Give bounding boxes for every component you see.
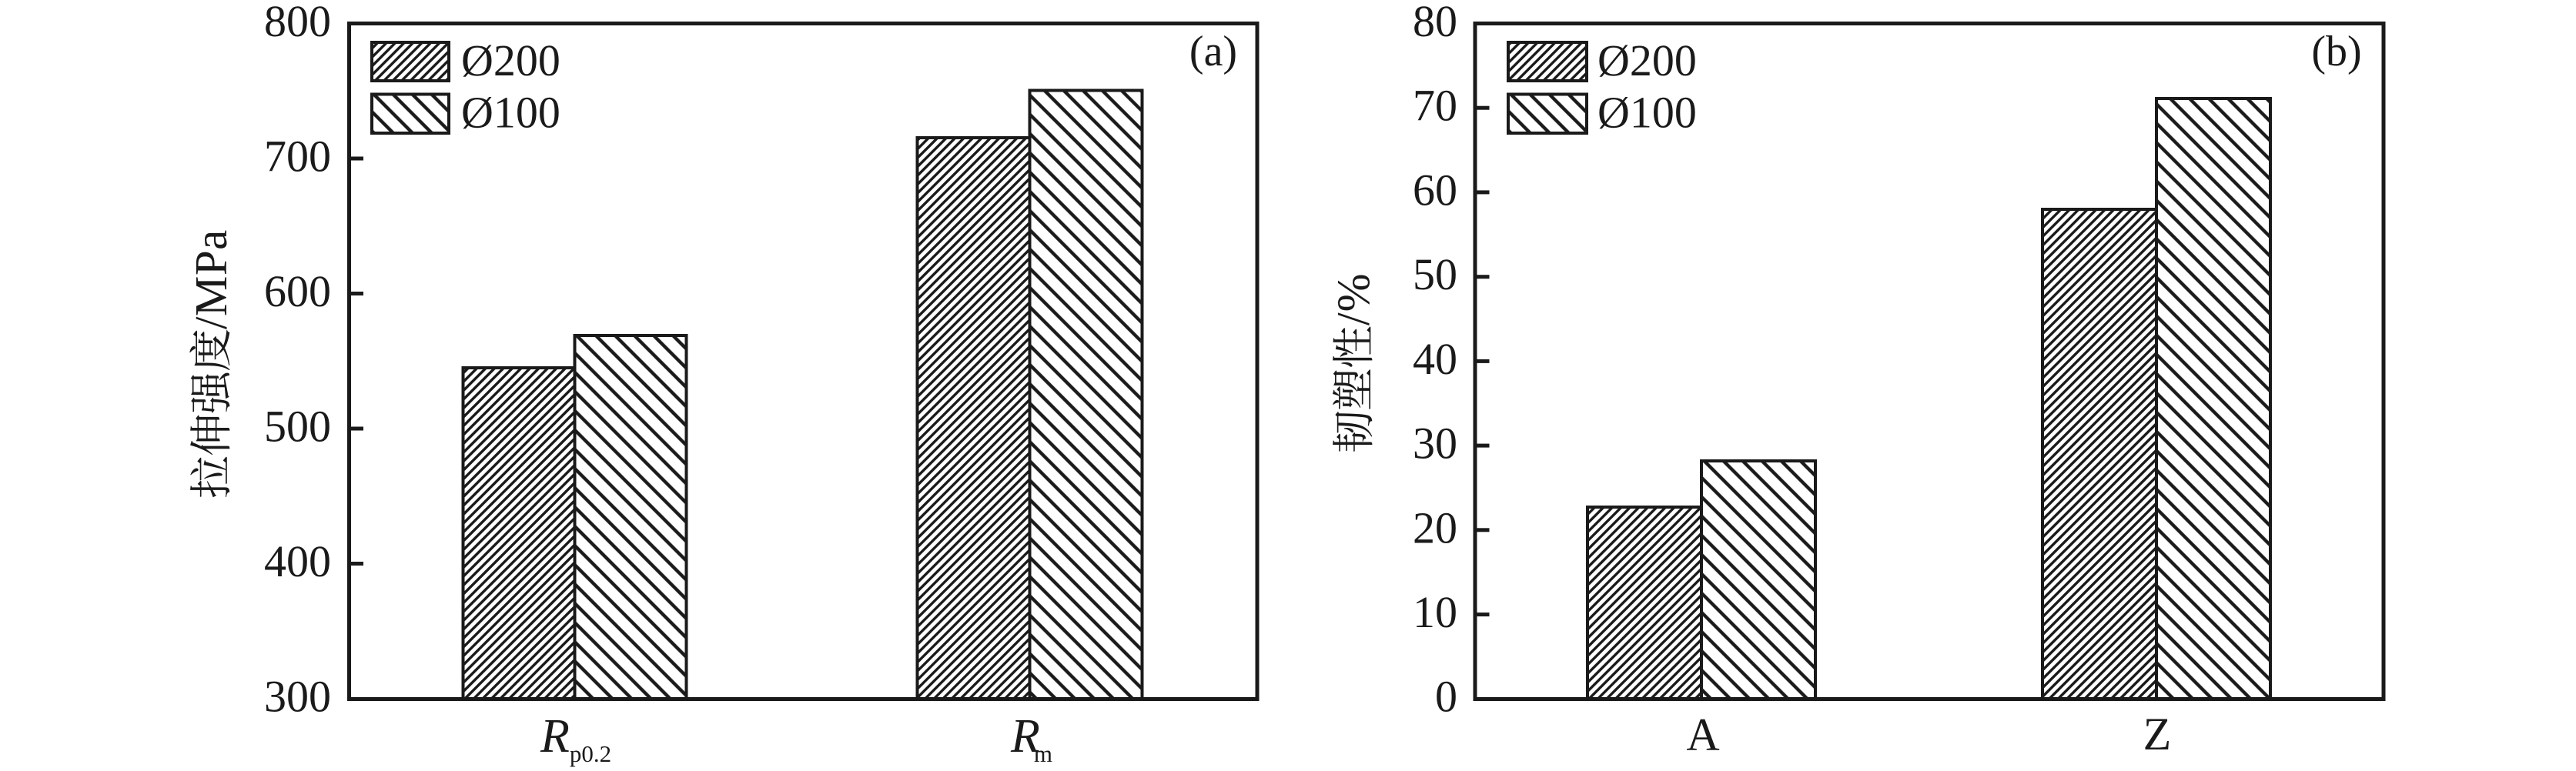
svg-text:70: 70	[1413, 81, 1457, 131]
svg-text:700: 700	[264, 132, 331, 182]
svg-text:500: 500	[264, 402, 331, 452]
svg-text:400: 400	[264, 536, 331, 586]
svg-text:60: 60	[1413, 165, 1457, 215]
svg-text:20: 20	[1413, 502, 1457, 552]
svg-text:300: 300	[264, 672, 331, 722]
svg-text:30: 30	[1413, 419, 1457, 469]
svg-text:(a): (a)	[1189, 28, 1237, 75]
svg-text:600: 600	[264, 266, 331, 316]
svg-text:Z: Z	[2143, 709, 2172, 759]
svg-text:(b): (b)	[2311, 28, 2361, 75]
svg-text:40: 40	[1413, 334, 1457, 384]
svg-text:80: 80	[1413, 0, 1457, 46]
svg-text:/%: /%	[1328, 272, 1379, 325]
svg-text:/MPa: /MPa	[186, 229, 236, 329]
svg-text:Ø200: Ø200	[461, 35, 560, 85]
svg-text:800: 800	[264, 0, 331, 46]
svg-text:Ø100: Ø100	[1597, 88, 1697, 138]
svg-text:Ø100: Ø100	[461, 88, 560, 138]
svg-text:10: 10	[1413, 587, 1457, 637]
svg-text:0: 0	[1435, 672, 1457, 722]
svg-text:50: 50	[1413, 249, 1457, 299]
svg-text:A: A	[1686, 709, 1719, 760]
svg-text:Ø200: Ø200	[1597, 35, 1697, 85]
